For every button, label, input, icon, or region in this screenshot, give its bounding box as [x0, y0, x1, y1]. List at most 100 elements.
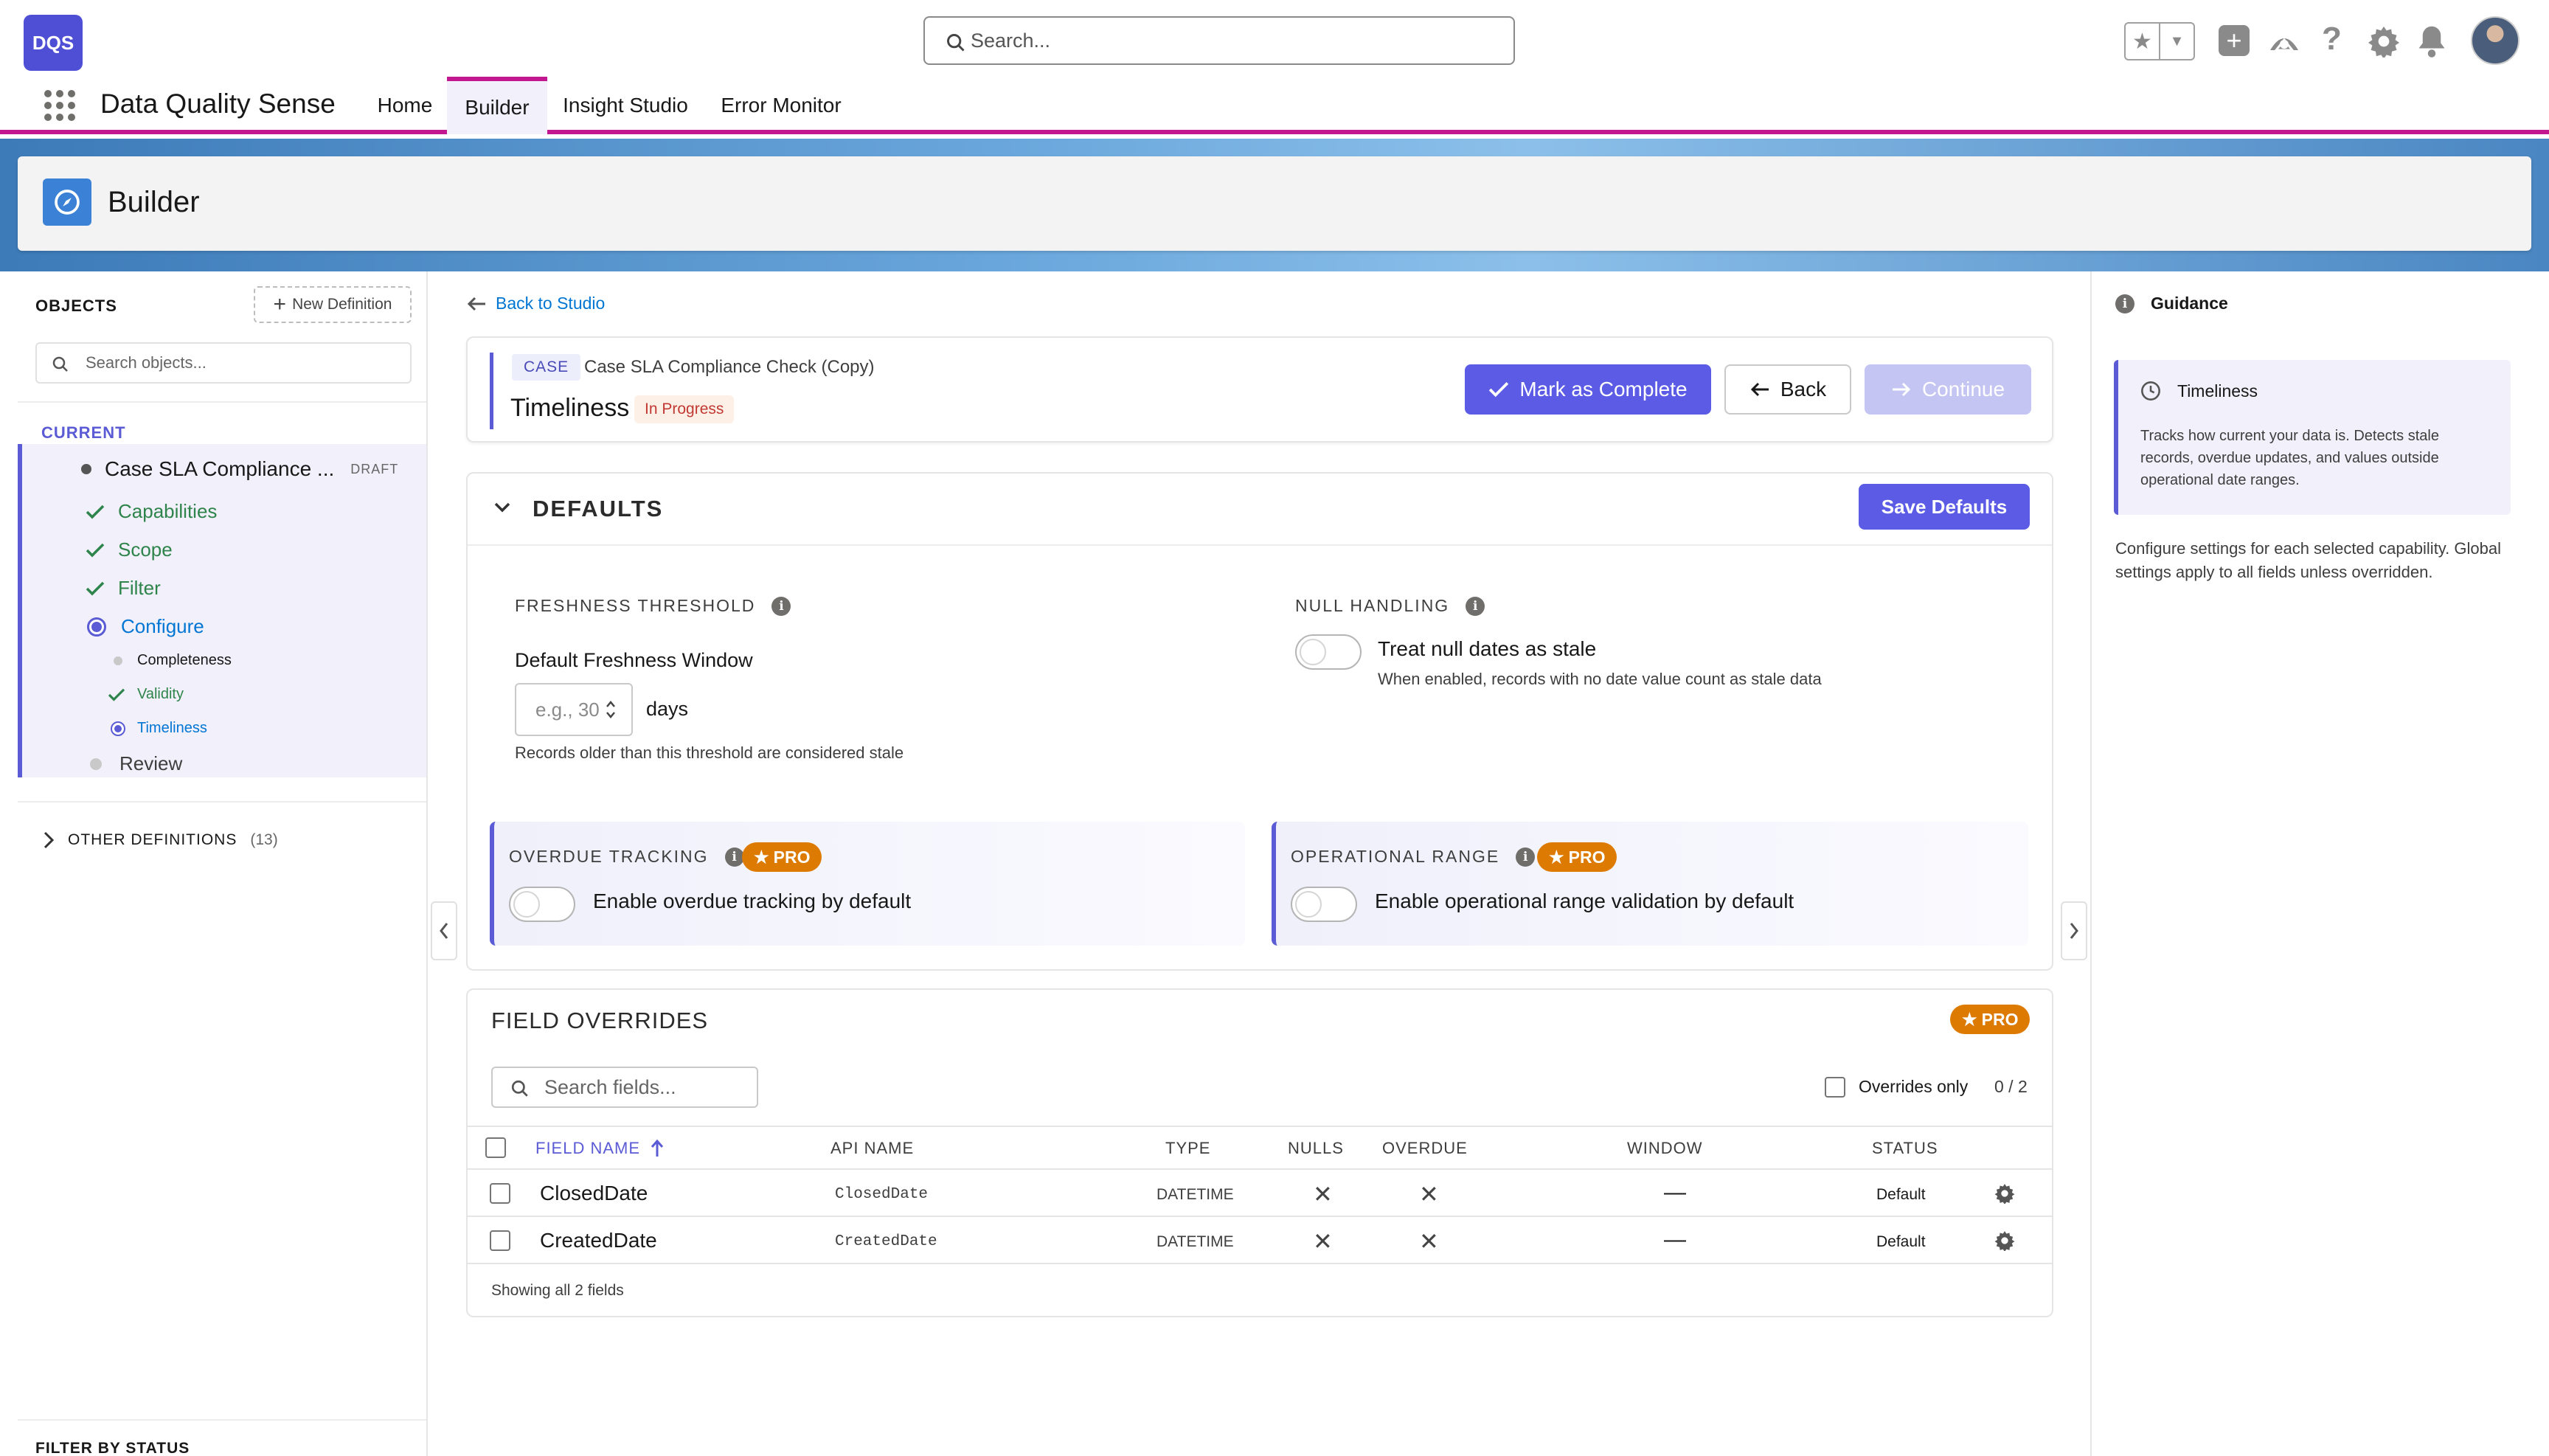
info-icon[interactable]: i [724, 847, 744, 867]
definition-name: Case SLA Compliance Check (Copy) [584, 357, 875, 377]
overdue-tracking-panel: OVERDUE TRACKING i ★ PRO Enable overdue t… [490, 822, 1245, 946]
info-icon[interactable]: i [1466, 596, 1485, 616]
freshness-threshold-heading: FRESHNESS THRESHOLD i [515, 596, 791, 616]
step-filter[interactable]: Filter [86, 577, 161, 600]
overdue-tracking-heading: OVERDUE TRACKING i [509, 847, 744, 867]
api-name-cell: CreatedDate [835, 1233, 937, 1250]
substep-label: Validity [137, 686, 184, 702]
active-substep-icon [111, 721, 125, 736]
substep-validity[interactable]: Validity [108, 686, 184, 703]
freshness-help-text: Records older than this threshold are co… [515, 743, 904, 762]
check-icon [86, 581, 105, 595]
collapse-right-button[interactable] [2061, 901, 2087, 960]
step-configure[interactable]: Configure [87, 615, 204, 638]
continue-button[interactable]: Continue [1865, 364, 2031, 415]
substep-timeliness[interactable]: Timeliness [111, 720, 207, 737]
new-definition-button[interactable]: + New Definition [254, 286, 412, 323]
freshness-window-placeholder: e.g., 30 [535, 698, 600, 721]
mark-as-complete-label: Mark as Complete [1519, 378, 1688, 401]
null-dates-toggle[interactable] [1295, 634, 1362, 670]
stepper-icon[interactable] [605, 698, 617, 721]
back-label: Back [1780, 378, 1827, 401]
guidance-panel: i Guidance Timeliness Tracks how current… [2090, 271, 2531, 1456]
column-status: STATUS [1872, 1139, 1938, 1157]
freshness-window-input[interactable]: e.g., 30 [515, 683, 633, 736]
global-search-input[interactable]: Search... [923, 16, 1515, 65]
row-checkbox[interactable] [490, 1183, 510, 1204]
search-placeholder: Search... [971, 29, 1051, 52]
overdue-cell: ✕ [1419, 1228, 1439, 1255]
search-icon [511, 1080, 528, 1097]
nav-builder[interactable]: Builder [447, 77, 547, 134]
avatar[interactable] [2471, 16, 2519, 65]
save-defaults-button[interactable]: Save Defaults [1859, 484, 2030, 530]
window-cell: — [1664, 1227, 1686, 1252]
app-launcher-icon[interactable] [43, 89, 77, 122]
select-all-checkbox[interactable] [485, 1137, 506, 1158]
help-icon[interactable]: ? [2322, 21, 2342, 57]
nav-home[interactable]: Home [377, 94, 433, 117]
chevron-left-icon [440, 923, 448, 939]
overdue-tracking-toggle-label: Enable overdue tracking by default [593, 890, 912, 912]
gear-icon[interactable] [1994, 1183, 2015, 1204]
row-checkbox[interactable] [490, 1230, 510, 1251]
operational-range-heading: OPERATIONAL RANGE i [1291, 847, 1536, 867]
collapse-left-button[interactable] [431, 901, 457, 960]
column-field-name[interactable]: FIELD NAME [535, 1139, 664, 1158]
table-row[interactable]: CreatedDate CreatedDate DATETIME ✕ ✕ — D… [468, 1216, 2052, 1263]
overdue-tracking-toggle[interactable] [509, 887, 575, 922]
mark-as-complete-button[interactable]: Mark as Complete [1465, 364, 1711, 415]
other-definitions-count: (13) [250, 831, 278, 848]
notifications-icon[interactable] [2416, 24, 2447, 58]
info-icon[interactable]: i [1516, 847, 1536, 867]
object-badge: CASE [512, 354, 581, 381]
type-cell: DATETIME [1156, 1186, 1234, 1203]
substep-completeness[interactable]: Completeness [114, 652, 232, 669]
back-to-studio-link[interactable]: Back to Studio [466, 294, 605, 313]
pending-dot-icon [114, 656, 122, 665]
settings-icon[interactable] [2368, 25, 2400, 58]
other-definitions-toggle[interactable]: OTHER DEFINITIONS (13) [43, 831, 278, 850]
active-step-icon [87, 617, 106, 637]
info-icon[interactable]: i [771, 596, 791, 616]
step-label: Filter [118, 577, 161, 599]
back-button[interactable]: Back [1724, 364, 1851, 415]
draft-dot-icon [81, 464, 91, 474]
add-icon[interactable]: + [2219, 25, 2250, 56]
nav-error-monitor[interactable]: Error Monitor [721, 94, 842, 117]
trailhead-icon[interactable] [2267, 25, 2301, 58]
arrow-left-icon [1750, 382, 1769, 397]
nav-insight-studio[interactable]: Insight Studio [563, 94, 688, 117]
table-row[interactable]: ClosedDate ClosedDate DATETIME ✕ ✕ — Def… [468, 1168, 2052, 1216]
gear-icon[interactable] [1994, 1230, 2015, 1251]
freshness-window-label: Default Freshness Window [515, 649, 753, 671]
pro-badge: ★ PRO [1537, 842, 1617, 872]
type-cell: DATETIME [1156, 1233, 1234, 1250]
divider [18, 1419, 426, 1421]
favorites-button[interactable]: ★ ▼ [2124, 22, 2195, 60]
chevron-down-icon[interactable] [494, 502, 510, 513]
overrides-only-checkbox[interactable] [1825, 1077, 1845, 1098]
step-capabilities[interactable]: Capabilities [86, 500, 217, 523]
search-icon [52, 356, 68, 372]
chevron-down-icon: ▼ [2169, 32, 2185, 49]
app-logo[interactable]: DQS [24, 15, 83, 71]
sort-ascending-icon [651, 1139, 664, 1157]
search-fields-input[interactable]: Search fields... [491, 1067, 758, 1108]
guidance-title: Guidance [2151, 294, 2228, 313]
step-review[interactable]: Review [90, 752, 182, 775]
star-icon: ★ [754, 847, 769, 867]
step-label: Review [119, 752, 183, 774]
current-definition-item[interactable]: Case SLA Compliance ... DRAFT [81, 457, 398, 481]
guidance-heading: i Guidance [2115, 294, 2228, 313]
step-scope[interactable]: Scope [86, 538, 173, 561]
substep-label: Completeness [137, 652, 232, 668]
guidance-note: Configure settings for each selected cap… [2115, 539, 2501, 581]
column-label: FIELD NAME [535, 1139, 641, 1157]
field-overrides-section: FIELD OVERRIDES ★ PRO Search fields... Ov… [466, 988, 2053, 1317]
field-name-cell: ClosedDate [540, 1182, 648, 1204]
page-title: Builder [108, 186, 200, 218]
operational-range-toggle[interactable] [1291, 887, 1357, 922]
search-objects-input[interactable]: Search objects... [35, 342, 412, 384]
guidance-card-title: Timeliness [2177, 381, 2258, 401]
